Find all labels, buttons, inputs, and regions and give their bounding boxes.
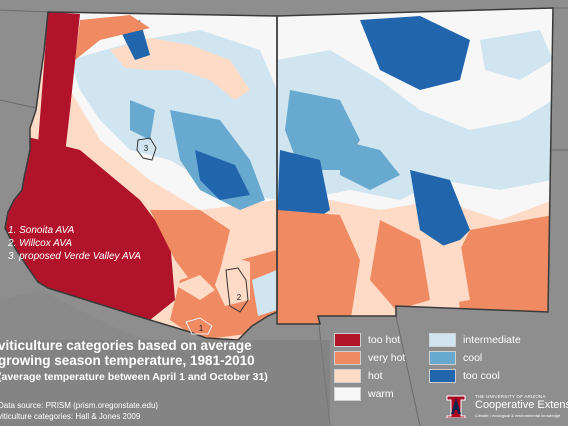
- new-mexico-border: [276, 7, 554, 325]
- map-subtitle: (average temperature between April 1 and…: [0, 371, 268, 383]
- ava-label-willcox: 2. Willcox AVA: [8, 238, 73, 249]
- logo-university-text: THE UNIVERSITY OF ARIZONA: [475, 394, 546, 399]
- arizona-temperature-zones: [5, 12, 277, 340]
- block-a-logo-icon: [446, 395, 466, 418]
- new-mexico-temperature-zones: [277, 8, 553, 324]
- arizona-border: [4, 11, 278, 341]
- ava-label-verde-valley: 3. proposed Verde Valley AVA: [8, 251, 141, 262]
- map-title-line1: viticulture categories based on average: [0, 338, 252, 353]
- category-source-text: viticulture categories: Hall & Jones 200…: [0, 412, 141, 421]
- university-logo: THE UNIVERSITY OF ARIZONA Cooperative Ex…: [445, 394, 568, 424]
- ava-marker-1: 1: [199, 324, 204, 333]
- ava-outline-sonoita: [185, 317, 213, 335]
- title-backdrop: [0, 340, 330, 426]
- map-title-line2: growing season temperature, 1981-2010: [0, 353, 255, 368]
- ava-outline-willcox: [225, 267, 249, 313]
- ava-marker-2: 2: [237, 293, 242, 302]
- map-title: viticulture categories based on average …: [0, 338, 255, 368]
- ava-outline-verde-valley: [136, 137, 157, 161]
- ava-label-sonoita: 1. Sonoita AVA: [8, 225, 75, 236]
- logo-tagline-text: Climate • ecological & environmental kno…: [475, 413, 561, 418]
- logo-name-text: Cooperative Extension: [475, 399, 568, 411]
- ava-list: 1. Sonoita AVA 2. Willcox AVA 3. propose…: [8, 224, 141, 263]
- data-source-text: Data source: PRISM (prism.oregonstate.ed…: [0, 401, 159, 410]
- ava-marker-3: 3: [144, 144, 149, 153]
